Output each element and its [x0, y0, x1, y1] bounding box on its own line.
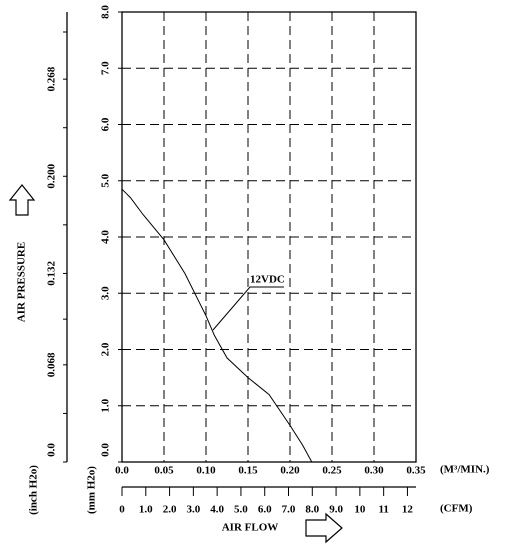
x2-tick-label: 11	[378, 504, 388, 516]
y-tick-label: 4.0	[100, 230, 112, 244]
x2-tick-label: 12	[402, 504, 414, 516]
x-tick-label: 0.15	[238, 465, 258, 477]
y-tick-label: 8.0	[100, 5, 112, 19]
y-tick-label: 0.0	[100, 443, 112, 457]
up-arrow-icon	[8, 184, 36, 216]
x-unit: (M³/MIN.)	[440, 464, 490, 476]
x2-tick-label: 6.0	[258, 504, 272, 516]
y2-tick-label: 0.132	[46, 261, 58, 286]
x2-tick-label: 5.0	[234, 504, 248, 516]
y2-tick-label: 0.068	[46, 352, 58, 377]
x2-tick-label: 3.0	[186, 504, 200, 516]
x2-unit: (CFM)	[440, 503, 473, 515]
x2-tick-label: 0	[119, 504, 125, 516]
x-axis-label: AIR FLOW	[222, 522, 279, 534]
y2-tick-label: 0.0	[46, 443, 58, 457]
x2-tick-label: 9.0	[329, 504, 343, 516]
x2-tick-label: 8.0	[305, 504, 319, 516]
x-tick-label: 0.0	[115, 465, 129, 477]
x-tick-label: 0.25	[322, 465, 342, 477]
y-tick-label: 5.0	[100, 173, 112, 187]
y2-unit: (inch H2o)	[28, 465, 40, 515]
y-tick-label: 6.0	[100, 117, 112, 131]
right-arrow-icon	[305, 512, 343, 544]
x-tick-label: 0.05	[154, 465, 174, 477]
y-tick-label: 2.0	[100, 342, 112, 356]
x2-tick-label: 10	[354, 504, 366, 516]
curve-label: 12VDC	[250, 274, 285, 286]
y-tick-label: 3.0	[100, 286, 112, 300]
x2-tick-label: 7.0	[282, 504, 296, 516]
x-tick-label: 0.10	[196, 465, 216, 477]
y-tick-label: 7.0	[100, 61, 112, 75]
y2-tick-label: 0.268	[46, 66, 58, 91]
x2-tick-label: 4.0	[210, 504, 224, 516]
label-leader	[212, 286, 284, 331]
y2-tick-label: 0.200	[46, 163, 58, 188]
x2-tick-label: 2.0	[163, 504, 177, 516]
curve	[121, 188, 313, 463]
x-tick-label: 0.20	[280, 465, 300, 477]
y-tick-label: 1.0	[100, 398, 112, 412]
y-unit: (mm H2o)	[86, 466, 98, 514]
y-axis-label: AIR PRESSURE	[16, 242, 28, 322]
x-tick-label: 0.30	[364, 465, 384, 477]
x-tick-label: 0.35	[406, 465, 426, 477]
x2-tick-label: 1.0	[139, 504, 153, 516]
